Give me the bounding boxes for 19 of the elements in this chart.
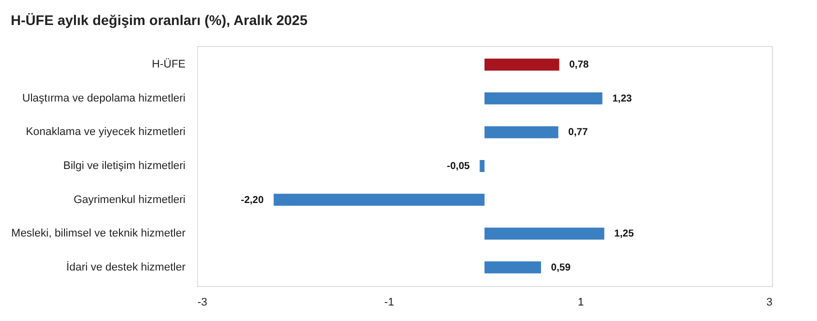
x-tick-label: -1 — [384, 296, 394, 308]
data-label: -0,05 — [446, 161, 470, 172]
y-tick-label: Bilgi ve iletişim hizmetleri — [63, 160, 186, 172]
data-label: 0,59 — [551, 262, 571, 274]
x-tick-label: -3 — [198, 296, 208, 308]
x-tick-label: 1 — [578, 296, 584, 308]
data-label: 1,25 — [614, 228, 634, 240]
data-label: -2,20 — [240, 194, 264, 206]
y-tick-label: Ulaştırma ve depolama hizmetleri — [22, 92, 186, 104]
data-label: 1,23 — [612, 93, 632, 104]
y-tick-label: Mesleki, bilimsel ve teknik hizmetler — [11, 228, 186, 240]
y-tick-label: Konaklama ve yiyecek hizmetleri — [26, 126, 186, 138]
chart-title: H-ÜFE aylık değişim oranları (%), Aralık 2025 — [10, 12, 308, 28]
y-tick-label: Gayrimenkul hizmetleri — [74, 194, 186, 206]
x-tick-label: 3 — [766, 296, 772, 308]
y-tick-label: İdari ve destek hizmetler — [66, 260, 186, 274]
data-label: 0,78 — [569, 60, 590, 71]
y-tick-label: H-ÜFE — [152, 58, 186, 71]
data-label: 0,77 — [568, 127, 588, 138]
